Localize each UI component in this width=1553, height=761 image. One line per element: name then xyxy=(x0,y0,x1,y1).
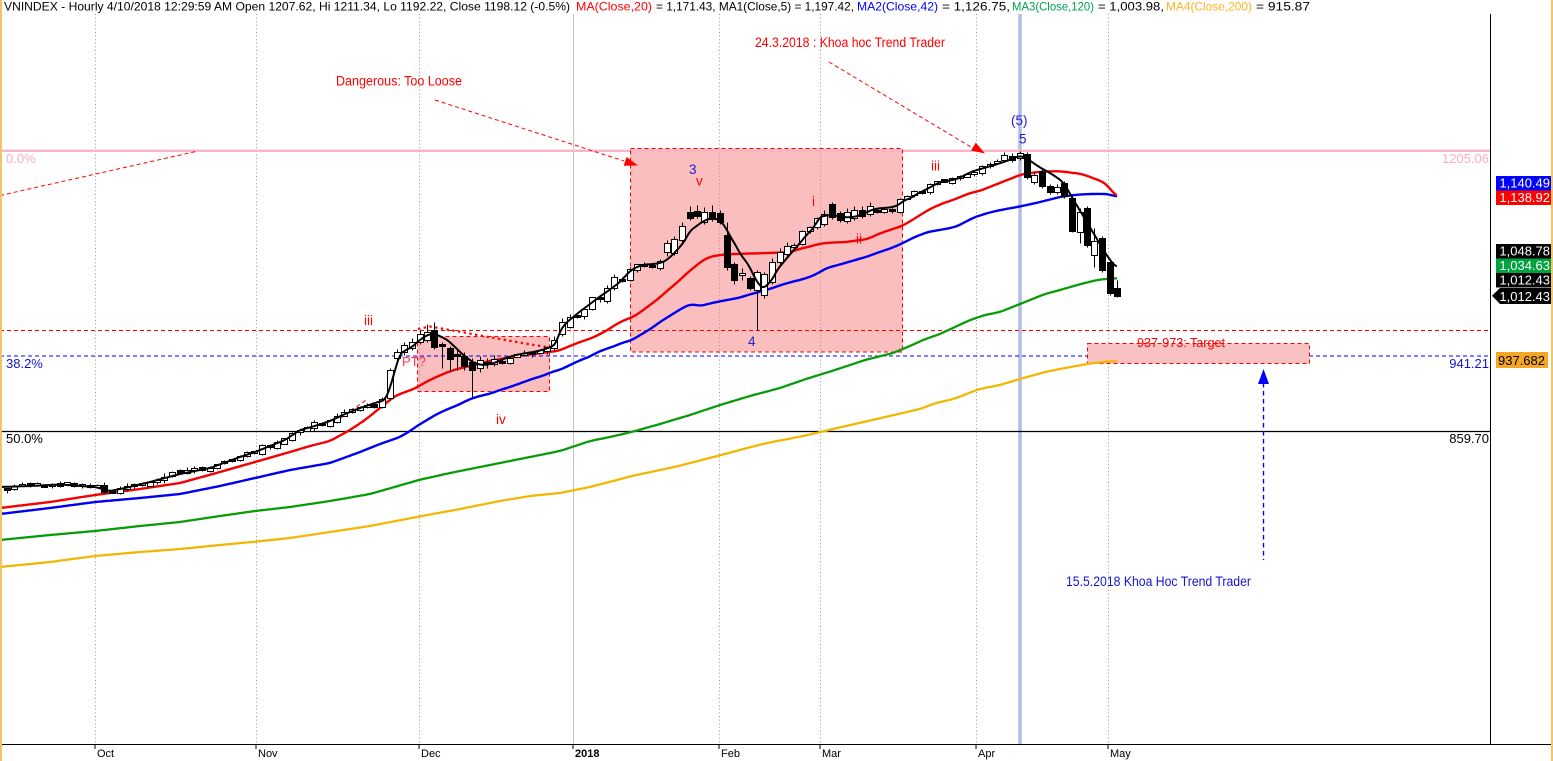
svg-text:Nov: Nov xyxy=(258,748,278,760)
svg-text:PT?: PT? xyxy=(402,354,426,369)
svg-text:iv: iv xyxy=(496,412,506,427)
svg-text:3: 3 xyxy=(689,162,697,177)
svg-text:2018: 2018 xyxy=(575,748,599,760)
svg-text:941.21: 941.21 xyxy=(1449,356,1489,371)
svg-text:5: 5 xyxy=(1019,132,1027,147)
svg-text:v: v xyxy=(696,174,703,189)
svg-text:1,048.78: 1,048.78 xyxy=(1499,243,1550,258)
svg-text:iii: iii xyxy=(931,159,940,174)
svg-text:38.2%: 38.2% xyxy=(6,356,43,371)
svg-text:937-973: Target: 937-973: Target xyxy=(1137,335,1225,350)
svg-text:1,034.63: 1,034.63 xyxy=(1499,258,1550,273)
svg-text:Feb: Feb xyxy=(721,748,740,760)
svg-text:Oct: Oct xyxy=(97,748,114,760)
svg-text:iii: iii xyxy=(364,313,373,328)
svg-text:(5): (5) xyxy=(1011,113,1028,128)
svg-text:1,012.43: 1,012.43 xyxy=(1499,289,1550,304)
svg-text:0.0%: 0.0% xyxy=(6,151,36,166)
svg-text:MA2(Close,42): MA2(Close,42) xyxy=(857,0,938,14)
svg-text:Dec: Dec xyxy=(421,748,441,760)
svg-text:MA3(Close,120): MA3(Close,120) xyxy=(1012,0,1094,14)
svg-text:937.682: 937.682 xyxy=(1498,353,1545,368)
svg-text:50.0%: 50.0% xyxy=(6,431,43,446)
svg-text:ii: ii xyxy=(856,232,862,247)
svg-text:15.5.2018 Khoa Hoc Trend Trade: 15.5.2018 Khoa Hoc Trend Trader xyxy=(1066,574,1251,589)
svg-text:4: 4 xyxy=(748,334,756,349)
svg-text:24.3.2018 : Khoa hoc Trend Tra: 24.3.2018 : Khoa hoc Trend Trader xyxy=(755,35,945,50)
svg-text:MA4(Close,200): MA4(Close,200) xyxy=(1166,0,1252,14)
svg-text:VNINDEX - Hourly 4/10/2018 12:: VNINDEX - Hourly 4/10/2018 12:29:59 AM O… xyxy=(4,0,570,14)
svg-text:1,012.43: 1,012.43 xyxy=(1499,272,1550,287)
svg-text:i: i xyxy=(812,194,815,209)
svg-text:1,140.49: 1,140.49 xyxy=(1499,175,1550,190)
svg-text:= 915.87: = 915.87 xyxy=(1256,0,1310,14)
svg-text:May: May xyxy=(1110,748,1131,760)
svg-text:= 1,126.75,: = 1,126.75, xyxy=(942,0,1010,14)
svg-text:= 1,171.43, MA1(Close,5) = 1,1: = 1,171.43, MA1(Close,5) = 1,197.42, xyxy=(656,0,854,14)
svg-text:Apr: Apr xyxy=(978,748,995,760)
svg-text:Dangerous: Too Loose: Dangerous: Too Loose xyxy=(336,74,462,89)
svg-text:859.70: 859.70 xyxy=(1449,431,1489,446)
svg-text:Mar: Mar xyxy=(822,748,841,760)
svg-text:1205.06: 1205.06 xyxy=(1442,151,1489,166)
svg-text:1,138.92: 1,138.92 xyxy=(1499,190,1550,205)
svg-text:= 1,003.98,: = 1,003.98, xyxy=(1098,0,1164,14)
svg-text:MA(Close,20): MA(Close,20) xyxy=(576,0,652,14)
